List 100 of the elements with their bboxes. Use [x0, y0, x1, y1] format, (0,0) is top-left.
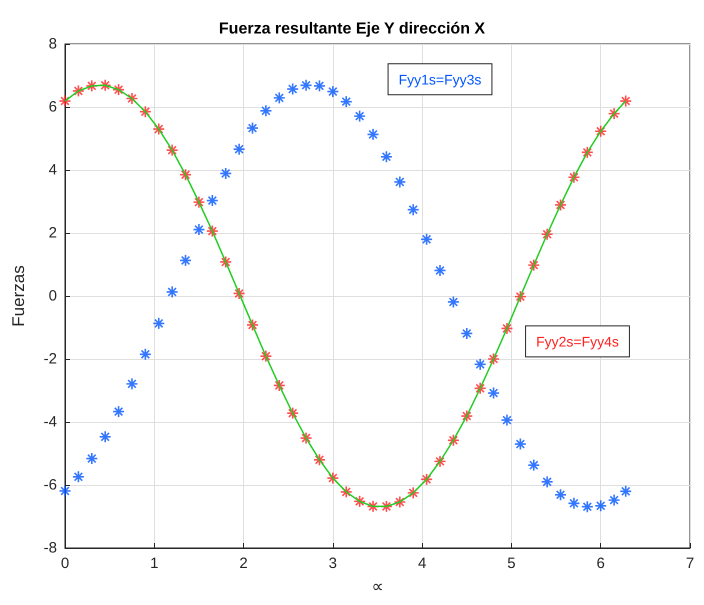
x-tick-label: 2	[239, 555, 248, 572]
point	[394, 496, 406, 508]
point	[447, 434, 460, 447]
y-axis-title: Fuerzas	[9, 265, 28, 327]
point	[85, 80, 98, 92]
y-tick-label: -2	[44, 350, 57, 368]
y-tick-label: -4	[44, 414, 57, 430]
point	[568, 170, 580, 184]
point	[192, 223, 206, 236]
point	[594, 124, 608, 138]
y-tick-label: 2	[48, 224, 57, 242]
chart-title: Fuerza resultante Eje Y dirección X	[218, 20, 486, 38]
point	[594, 499, 608, 512]
point	[540, 228, 554, 241]
point	[474, 382, 486, 395]
x-tick-label: 7	[686, 555, 694, 572]
point	[286, 82, 299, 96]
point	[340, 486, 353, 498]
point	[58, 484, 72, 498]
point	[126, 92, 138, 105]
point	[260, 350, 272, 362]
point	[619, 94, 632, 108]
y-tick-label: 6	[48, 98, 57, 116]
point	[434, 455, 446, 468]
point	[179, 168, 192, 182]
point	[581, 500, 594, 514]
point	[152, 122, 166, 136]
point	[420, 473, 433, 486]
point	[166, 144, 178, 156]
point	[72, 84, 85, 98]
y-tick-label: 4	[48, 162, 57, 178]
point	[380, 150, 393, 164]
point	[460, 327, 474, 340]
point	[206, 224, 219, 238]
x-tick-label: 1	[150, 555, 158, 572]
x-tick-label: 4	[418, 555, 426, 572]
x-tick-label: 0	[60, 555, 70, 572]
point	[326, 472, 340, 484]
point	[232, 287, 246, 300]
point	[394, 176, 406, 188]
point	[246, 122, 259, 134]
point	[272, 379, 286, 392]
point	[434, 264, 446, 277]
point	[353, 495, 366, 508]
point	[581, 146, 594, 159]
point	[554, 488, 567, 502]
point	[232, 142, 246, 156]
point	[487, 352, 500, 366]
point	[619, 485, 632, 498]
point	[313, 454, 326, 466]
point	[527, 458, 540, 472]
x-tick-label: 5	[507, 555, 516, 572]
point	[126, 378, 138, 390]
point	[98, 430, 112, 444]
point	[85, 452, 98, 465]
point	[514, 290, 527, 303]
annotation: Fyy2s=Fyy4s	[536, 333, 619, 350]
point	[139, 348, 152, 361]
x-tick-label: 3	[328, 555, 338, 572]
point	[514, 438, 527, 450]
point	[500, 322, 514, 335]
point	[447, 296, 460, 308]
point	[326, 85, 340, 98]
point	[500, 414, 514, 426]
point	[272, 92, 286, 104]
point	[540, 476, 554, 488]
point	[340, 95, 353, 108]
point	[192, 196, 206, 208]
point	[568, 496, 580, 510]
point	[286, 406, 299, 420]
x-tick-label: 6	[596, 555, 605, 572]
point	[112, 83, 125, 96]
point	[219, 167, 232, 180]
point	[166, 286, 178, 298]
y-tick-label: -6	[44, 476, 57, 494]
point	[366, 128, 380, 141]
point	[460, 410, 474, 422]
y-tick-label: 8	[48, 36, 57, 52]
point	[474, 358, 486, 371]
point	[98, 78, 112, 92]
y-tick-label: -8	[44, 540, 57, 556]
point	[608, 107, 620, 120]
point	[139, 105, 152, 118]
point	[300, 78, 312, 92]
point	[406, 486, 420, 500]
point	[246, 318, 259, 332]
point	[554, 198, 567, 212]
point	[406, 203, 420, 216]
point	[300, 432, 312, 444]
point	[58, 94, 72, 108]
point	[152, 317, 166, 330]
point	[72, 470, 85, 484]
point	[420, 233, 433, 246]
x-axis-title: ∝	[372, 577, 384, 596]
point	[112, 405, 125, 418]
point	[179, 254, 192, 267]
point	[527, 258, 540, 272]
point	[353, 110, 366, 122]
point	[219, 256, 232, 268]
point	[206, 194, 219, 207]
